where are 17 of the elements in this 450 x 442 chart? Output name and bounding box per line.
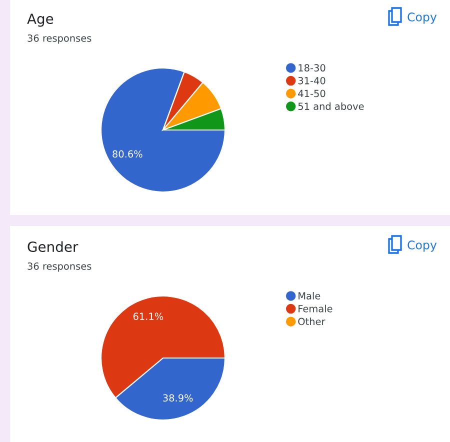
data-label: 61.1%	[133, 312, 164, 320]
pie-slice	[100, 67, 226, 193]
legend-label: 51 and above	[298, 102, 364, 110]
data-label: 80.6%	[112, 150, 142, 158]
chart-subtitle: 36 responses	[28, 34, 92, 44]
legend-label: 31-40	[298, 76, 326, 84]
chart-title: Age	[27, 14, 54, 27]
legend-label: Female	[298, 304, 332, 312]
text: Copy	[408, 240, 437, 252]
legend-label: Other	[298, 318, 326, 326]
data-label: 38.9%	[163, 394, 193, 402]
legend-label: 41-50	[298, 90, 326, 98]
chart-title: Gender	[28, 241, 78, 252]
text: Copy	[408, 12, 437, 24]
legend-label: 18-30	[298, 64, 326, 72]
legend-label: Male	[298, 292, 320, 300]
chart-subtitle: 36 responses	[28, 262, 92, 272]
